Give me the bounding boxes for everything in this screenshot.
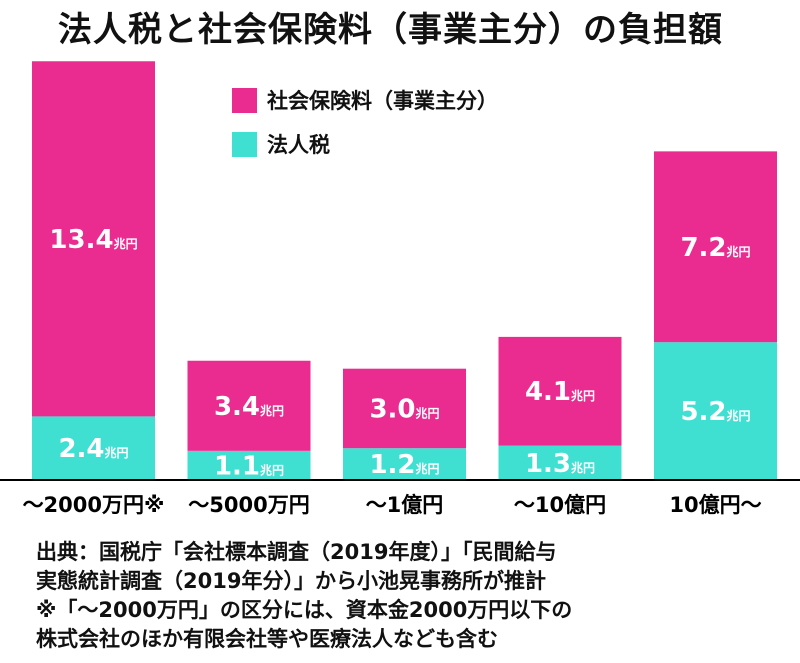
data-label-corporate-tax: 5.2兆円 [680, 397, 750, 427]
source-note: 出典：国税庁「会社標本調査（2019年度）」「民間給与 実態統計調査（2019年… [36, 538, 786, 654]
legend-item-corporate: 法人税 [232, 128, 498, 160]
bar-social-insurance [654, 151, 777, 343]
legend-label-social: 社会保険料（事業主分） [267, 89, 498, 113]
stacked-bar-chart: 2.4兆円 13.4兆円 1.1兆円 3.4兆円 1.2兆円 3.0兆円 1.3兆円 4.1兆… [0, 61, 800, 517]
data-label-corporate-tax: 1.2兆円 [369, 450, 439, 480]
data-label-social-insurance: 4.1兆円 [525, 377, 595, 407]
x-tick-label: ～2000万円※ [23, 493, 165, 517]
chart-title: 法人税と社会保険料（事業主分）の負担額 [58, 10, 723, 50]
source-line: 実態統計調査（2019年分）」から小池晃事務所が推計 [36, 569, 546, 593]
source-line: 出典：国税庁「会社標本調査（2019年度）」「民間給与 [36, 540, 557, 564]
data-label-social-insurance: 7.2兆円 [680, 233, 750, 263]
bar-corporate-tax [343, 448, 466, 480]
bar-social-insurance [187, 360, 311, 451]
legend-swatch-corporate [232, 131, 257, 157]
bar-social-insurance [343, 368, 466, 449]
bars-group [32, 61, 777, 480]
legend: 社会保険料（事業主分） 法人税 [232, 84, 498, 172]
bar-corporate-tax [498, 445, 622, 480]
footnote-line: ※「～2000万円」の区分には、資本金2000万円以下の [36, 598, 573, 622]
x-tick-label: ～5000万円 [188, 493, 309, 517]
x-tick-label: 10億円～ [669, 493, 761, 517]
bar-corporate-tax [654, 342, 777, 480]
bar-social-insurance [498, 336, 622, 446]
data-label-social-insurance: 13.4兆円 [49, 225, 137, 255]
data-label-social-insurance: 3.4兆円 [214, 392, 284, 422]
bar-corporate-tax [187, 450, 311, 480]
bar-social-insurance [32, 61, 155, 417]
data-labels-group: 2.4兆円 13.4兆円 1.1兆円 3.4兆円 1.2兆円 3.0兆円 1.3兆円 4.1兆… [49, 225, 750, 482]
data-label-corporate-tax: 2.4兆円 [58, 434, 128, 464]
legend-swatch-social [232, 87, 257, 113]
bar-corporate-tax [32, 416, 155, 480]
legend-item-social: 社会保険料（事業主分） [232, 84, 498, 116]
data-label-corporate-tax: 1.3兆円 [525, 449, 595, 479]
x-tick-labels-group: ～2000万円※ ～5000万円 ～1億円 ～10億円 10億円～ [23, 493, 762, 517]
legend-label-corporate: 法人税 [267, 133, 330, 157]
data-label-social-insurance: 3.0兆円 [369, 394, 439, 424]
data-label-corporate-tax: 1.1兆円 [214, 451, 284, 481]
footnote-line: 株式会社のほか有限会社等や医療法人なども含む [36, 627, 498, 651]
x-tick-label: ～1億円 [366, 493, 444, 517]
x-tick-label: ～10億円 [514, 493, 606, 517]
